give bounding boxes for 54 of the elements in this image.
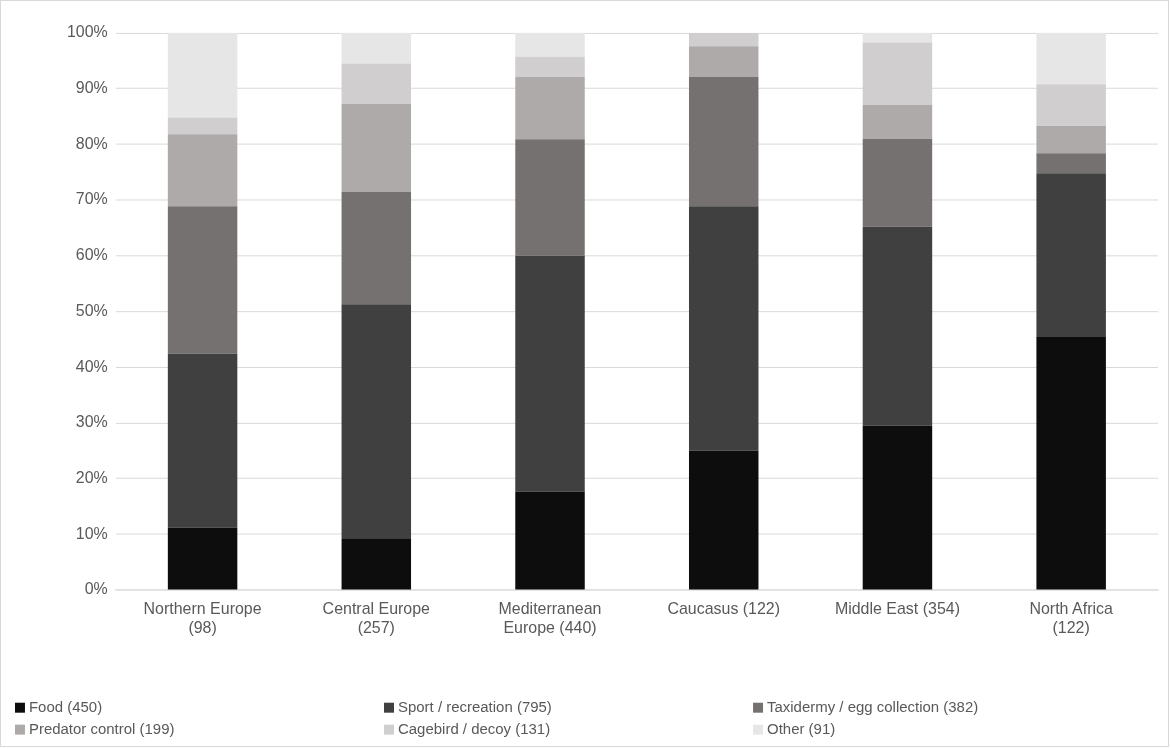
y-tick-label: 20% xyxy=(75,469,108,486)
y-tick-label: 30% xyxy=(75,413,108,431)
bar xyxy=(1036,337,1106,590)
legend-label: Sport / recreation (795) xyxy=(397,697,552,715)
bar xyxy=(167,117,238,135)
bar xyxy=(1036,153,1106,174)
x-tick-label: Middle East (354) xyxy=(834,599,960,617)
legend-label: Other (91) xyxy=(767,719,836,737)
y-tick-label: 40% xyxy=(75,357,108,375)
bar xyxy=(862,138,933,227)
x-tick-label: Mediterranean Europe (440) xyxy=(498,599,602,637)
bar xyxy=(341,32,412,64)
bar xyxy=(862,32,933,43)
legend-label: Food (450) xyxy=(28,697,103,715)
legend-label: Cagebird / decoy (131) xyxy=(397,719,551,737)
y-tick-label: 10% xyxy=(75,524,108,542)
bar xyxy=(341,538,412,590)
y-tick-label: 70% xyxy=(75,190,108,208)
bar xyxy=(167,527,238,590)
bar xyxy=(515,32,585,57)
bar xyxy=(1036,173,1106,338)
x-tick-label: Central Europe (257) xyxy=(322,599,431,637)
bar xyxy=(515,255,585,492)
bar xyxy=(688,76,759,207)
bar xyxy=(515,76,585,140)
bar xyxy=(688,450,759,590)
y-tick-label: 90% xyxy=(75,79,108,97)
legend-label: Taxidermy / egg collection (382) xyxy=(767,697,979,715)
y-tick-label: 50% xyxy=(75,301,108,319)
y-tick-label: 60% xyxy=(75,246,108,264)
bar xyxy=(167,134,238,207)
bar xyxy=(688,206,759,451)
x-tick-label: Caucasus (122) xyxy=(667,599,781,617)
bar xyxy=(515,56,585,77)
bar xyxy=(341,191,412,305)
y-tick-label: 0% xyxy=(84,580,108,598)
bar xyxy=(341,103,412,192)
bar xyxy=(515,491,585,590)
x-tick-label: North Africa (122) xyxy=(1029,599,1113,637)
bar xyxy=(862,226,933,426)
y-tick-label: 100% xyxy=(66,23,108,41)
bar xyxy=(862,104,933,139)
bar xyxy=(1036,32,1106,85)
bar xyxy=(515,139,585,256)
bar xyxy=(167,206,238,354)
bar xyxy=(688,46,759,77)
bar xyxy=(167,353,238,528)
x-tick-label: Northern Europe (98) xyxy=(143,599,262,637)
bar xyxy=(862,425,933,590)
legend-label: Predator control (199) xyxy=(28,719,175,737)
y-tick-label: 80% xyxy=(75,134,108,152)
bar xyxy=(167,32,238,118)
bar xyxy=(1036,125,1106,154)
bar xyxy=(341,304,412,539)
